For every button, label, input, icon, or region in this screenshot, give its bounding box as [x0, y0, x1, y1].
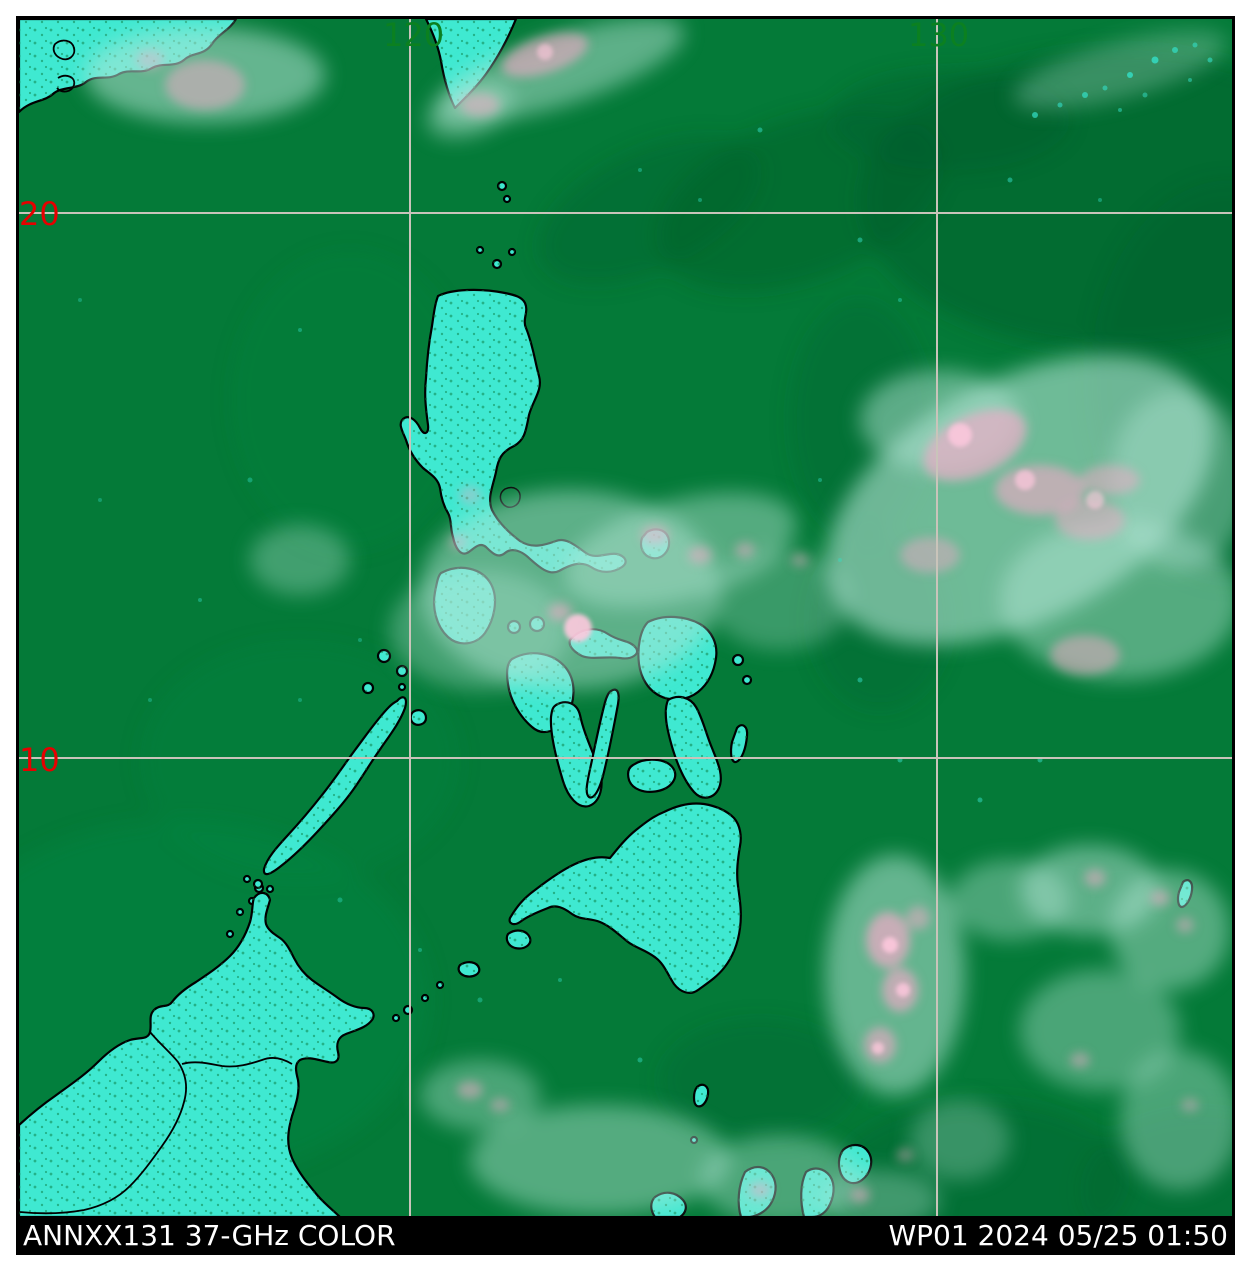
longitude-label-120: 120 [383, 16, 444, 54]
caption-product-label: ANNXX131 37-GHz COLOR [23, 1219, 396, 1252]
cloud-pink-layer [136, 32, 1199, 1203]
graticule-lines [19, 19, 1232, 1217]
latitude-label-10: 10 [19, 741, 60, 779]
coastal-detail-lines [19, 39, 293, 1215]
latitude-label-20: 20 [19, 195, 60, 233]
caption-bar [19, 1216, 1232, 1253]
map-frame-border [16, 16, 1235, 1255]
caption-storm-datetime-label: WP01 2024 05/25 01:50 [888, 1219, 1228, 1252]
cloud-speckles [78, 42, 1213, 1063]
longitude-label-130: 130 [908, 16, 969, 54]
cloud-bright-cores [537, 44, 1104, 1054]
